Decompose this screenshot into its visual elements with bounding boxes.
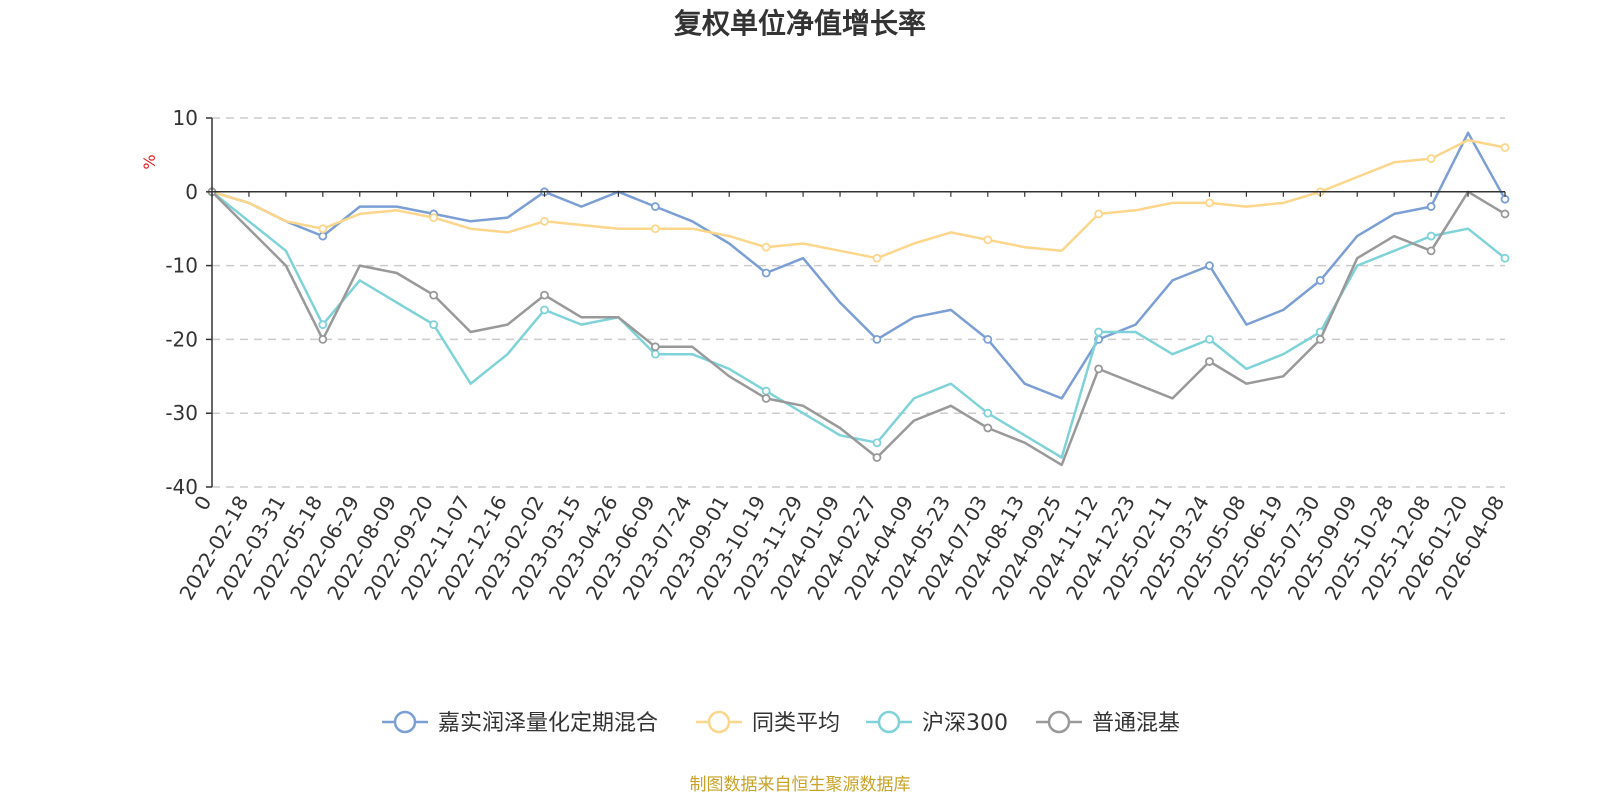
legend-marker-icon [707,710,731,734]
legend-marker-icon [393,710,417,734]
y-tick-label: -20 [165,327,198,351]
legend-item[interactable]: 沪深300 [866,710,1008,736]
data-point [1094,364,1104,374]
legend-marker-icon [877,710,901,734]
legend-item[interactable]: 嘉实润泽量化定期混合 [382,710,658,736]
data-point [1426,202,1436,211]
chart-title: 复权单位净值增长率 [674,7,926,40]
data-point [872,438,882,448]
data-point [540,290,549,300]
series-1 [207,138,1510,263]
data-point [650,224,660,234]
data-point [1205,334,1214,344]
data-point [872,453,882,462]
data-point [1205,198,1214,208]
grid-lines [212,117,1505,488]
data-point [983,334,993,344]
y-tick-label: 10 [173,106,198,130]
y-tick-label: 0 [185,180,198,204]
legend-item[interactable]: 普通混基 [1036,710,1180,736]
data-point [761,394,771,403]
y-tick-label: -30 [165,401,198,425]
data-point [650,342,660,352]
data-point [318,224,328,234]
y-axis-unit: % [140,154,159,169]
data-point [650,202,660,211]
legend-item[interactable]: 同类平均 [696,710,840,736]
data-point [318,320,328,330]
data-point [1315,275,1325,285]
data-point [1094,209,1104,219]
legend-label: 嘉实润泽量化定期混合 [438,711,658,736]
data-point [983,423,993,433]
data-point [1315,334,1325,344]
axes [206,117,1506,488]
data-point [761,386,771,396]
data-point [872,334,882,344]
data-point [983,235,993,245]
data-point [761,268,771,278]
data-point [429,320,439,330]
data-point [872,253,882,263]
data-point [1500,209,1510,219]
data-point [1426,154,1436,163]
series-line [211,190,1506,459]
y-tick-label: -10 [165,254,198,278]
data-point [318,334,328,344]
y-tick-label: -40 [165,475,198,499]
data-point [1205,261,1214,271]
legend[interactable]: 嘉实润泽量化定期混合 同类平均 沪深300 普通混基 [382,710,1180,736]
data-point [1500,253,1510,263]
series-lines [207,131,1510,467]
source-note: 制图数据来自恒生聚源数据库 [690,775,911,795]
legend-marker-icon [1047,710,1071,734]
series-line [211,131,1507,400]
data-point [983,408,993,418]
legend-label: 同类平均 [752,711,840,736]
series-line [211,138,1506,260]
data-point [429,213,439,223]
data-point [650,349,660,359]
x-tick-label: 0 [189,492,216,515]
series-3 [207,187,1510,467]
y-tick-labels: 10 0 -10 -20 -30 -40 [165,106,198,499]
data-point [1426,231,1436,241]
data-point [429,290,439,300]
data-point [318,231,328,241]
data-point [540,216,549,226]
legend-label: 普通混基 [1092,711,1180,736]
x-tick-labels: 02022-02-182022-03-312022-05-182022-06-2… [174,491,1509,604]
series-2 [207,187,1510,459]
data-point [1094,327,1104,337]
data-point [1426,246,1436,256]
data-point [1205,357,1214,366]
legend-label: 沪深300 [922,711,1008,736]
data-point [1500,143,1510,152]
data-point [540,305,549,315]
series-line [211,190,1506,467]
data-point [761,242,771,252]
